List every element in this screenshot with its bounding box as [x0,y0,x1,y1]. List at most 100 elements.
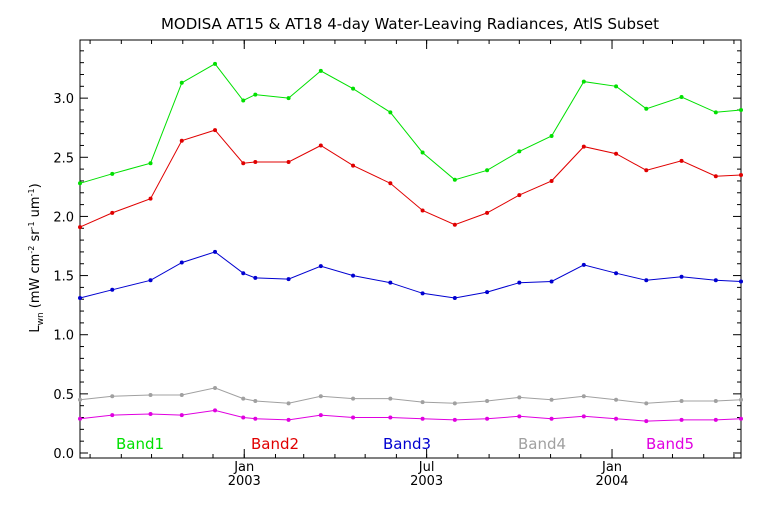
data-point-band5 [179,413,184,418]
series-band2 [78,128,743,230]
y-axis-label-end: um [28,196,43,221]
data-point-band5 [517,414,522,419]
data-point-band5 [241,415,246,420]
data-point-band3 [318,264,323,269]
data-point-band2 [213,128,218,133]
data-point-band5 [388,415,393,420]
data-point-band5 [581,414,586,419]
data-point-band2 [517,193,522,198]
data-point-band5 [739,416,743,421]
data-point-band1 [614,84,619,89]
data-point-band1 [213,61,218,66]
y-tick-label: 1.5 [53,270,74,285]
data-point-band2 [614,151,619,156]
data-point-band4 [713,398,718,403]
data-point-band3 [110,287,115,292]
series-band4 [78,385,743,406]
data-point-band5 [351,415,356,420]
data-point-band3 [420,291,425,296]
data-point-band2 [420,208,425,213]
plot-frame [79,39,742,459]
series-band3 [78,249,743,301]
data-point-band3 [253,275,258,280]
data-point-band2 [739,173,743,178]
data-point-band4 [614,397,619,402]
data-point-band1 [286,96,291,101]
data-point-band5 [213,408,218,413]
data-point-band5 [110,413,115,418]
data-point-band5 [644,419,649,424]
data-point-band3 [581,262,586,267]
data-point-band3 [452,296,457,301]
data-point-band4 [110,394,115,399]
data-point-band4 [388,396,393,401]
data-point-band3 [644,278,649,283]
x-tick-label-year: 2003 [228,474,261,489]
data-point-band4 [739,397,743,402]
y-tick-label: 0.5 [53,388,74,403]
y-axis-label-sub: wn [36,312,46,325]
data-point-band2 [485,210,490,215]
data-point-band1 [351,86,356,91]
series-line-band4 [79,387,742,404]
data-point-band1 [388,110,393,115]
x-tick-label-month: Jul [418,460,435,475]
data-point-band2 [679,158,684,163]
data-point-band4 [213,385,218,390]
legend: Band1 Band2 Band3 Band4 Band5 [116,435,694,453]
data-point-band1 [739,107,743,112]
data-point-band2 [388,181,393,186]
data-point-band4 [148,393,153,398]
data-point-band3 [485,290,490,295]
data-point-band3 [549,279,554,284]
y-tick-label: 1.0 [53,329,74,344]
legend-entry-band3: Band3 [383,435,431,453]
data-point-band3 [179,260,184,265]
data-point-band5 [549,416,554,421]
data-point-band2 [286,160,291,165]
data-point-band1 [452,177,457,182]
data-point-band4 [78,397,82,402]
data-point-band4 [517,395,522,400]
data-point-band1 [549,133,554,138]
data-point-band5 [318,413,323,418]
data-point-band3 [679,274,684,279]
y-tick-label: 0.0 [53,447,74,462]
legend-entry-band4: Band4 [518,435,566,453]
y-tick-label: 2.5 [53,151,74,166]
data-point-band4 [179,393,184,398]
data-point-band4 [318,394,323,399]
y-axis-label-exp1: -2 [27,246,36,254]
y-axis-label-rest: (mW cm [28,254,43,313]
data-point-band4 [549,397,554,402]
data-point-band3 [517,280,522,285]
data-point-band3 [213,249,218,254]
data-point-band2 [452,222,457,227]
x-tick-label-year: 2004 [595,474,628,489]
data-point-band5 [420,416,425,421]
data-point-band4 [452,401,457,406]
data-point-band4 [286,401,291,406]
data-point-band1 [110,171,115,176]
data-point-band1 [241,98,246,103]
data-point-band5 [148,411,153,416]
data-point-band3 [78,296,82,301]
data-point-band3 [351,273,356,278]
data-point-band2 [253,160,258,165]
data-point-band2 [110,210,115,215]
data-point-band2 [581,144,586,149]
data-point-band4 [351,396,356,401]
data-point-band1 [517,149,522,154]
y-axis-label-exp3: -1 [27,188,36,196]
x-tick-label-month: Jan [601,460,622,475]
legend-entry-band5: Band5 [646,435,694,453]
data-point-band2 [241,161,246,166]
data-point-band4 [241,396,246,401]
y-axis-label-close: ) [28,183,43,188]
data-point-band1 [179,80,184,85]
data-point-band4 [420,400,425,405]
data-point-band3 [614,271,619,276]
